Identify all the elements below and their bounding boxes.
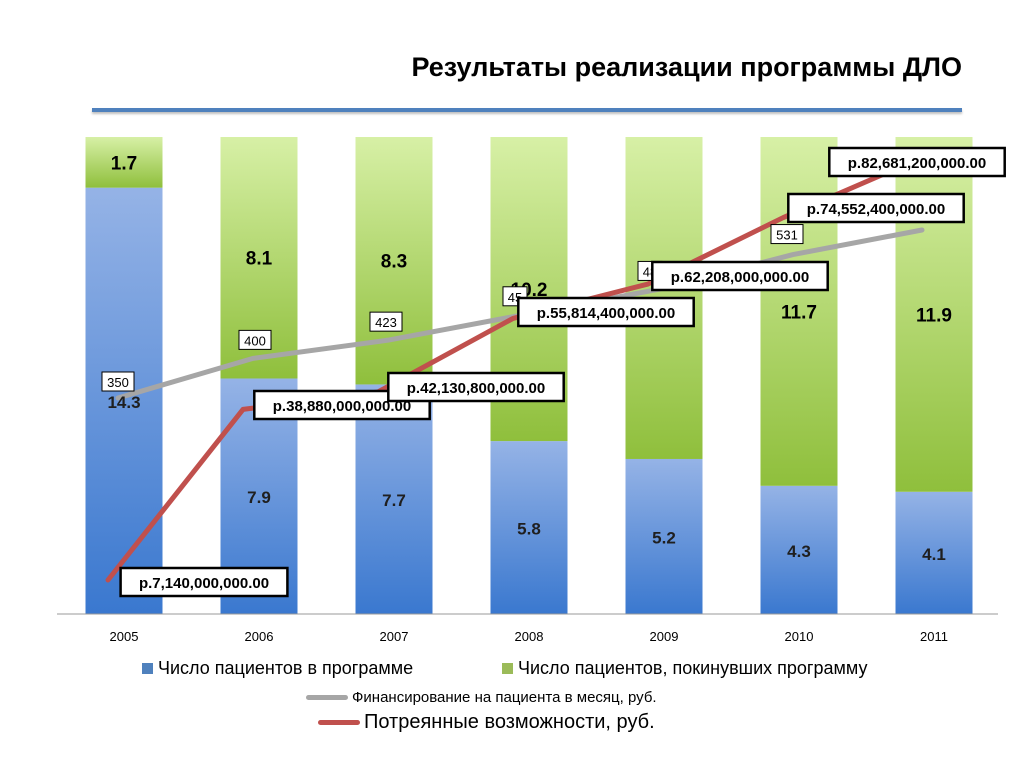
lost-label-box bbox=[119, 566, 289, 598]
lost-label-box bbox=[517, 296, 695, 328]
data-label-in-program: 14.3 bbox=[107, 393, 140, 412]
legend-label: Потреянные возможности, руб. bbox=[364, 711, 655, 733]
legend-label: Число пациентов, покинувших программу bbox=[518, 658, 868, 678]
lost-label-box bbox=[651, 260, 829, 292]
financing-label-box bbox=[101, 371, 135, 392]
financing-data-label: 423 bbox=[375, 315, 397, 330]
financing-data-label: 400 bbox=[244, 333, 266, 348]
financing-label-box bbox=[369, 311, 403, 332]
data-label-left-program: 11.9 bbox=[916, 305, 952, 326]
x-tick-label: 2007 bbox=[380, 629, 409, 644]
x-tick-label: 2011 bbox=[920, 629, 948, 644]
data-label-in-program: 4.3 bbox=[787, 542, 811, 561]
lost-opportunities-data-label: р.38,880,000,000.00 bbox=[273, 398, 411, 415]
data-label-in-program: 5.8 bbox=[517, 520, 541, 539]
legend-label: Число пациентов в программе bbox=[158, 658, 414, 678]
legend-label: Финансирование на пациента в месяц, руб. bbox=[352, 689, 657, 706]
data-label-in-program: 5.2 bbox=[652, 528, 676, 547]
chart-title: Результаты реализации программы ДЛО bbox=[411, 52, 962, 82]
x-tick-label: 2005 bbox=[110, 629, 139, 644]
lost-opportunities-data-label: р.82,681,200,000.00 bbox=[848, 155, 986, 172]
bar-in-program-2011 bbox=[895, 491, 973, 614]
data-label-left-program: 8.3 bbox=[381, 252, 407, 273]
lost-label-box bbox=[828, 146, 1006, 178]
financing-data-label: 531 bbox=[776, 228, 798, 243]
legend-swatch-green bbox=[502, 663, 513, 674]
bar-in-program-2005 bbox=[85, 187, 163, 614]
x-tick-label: 2006 bbox=[245, 629, 274, 644]
data-label-left-program: 8.1 bbox=[246, 249, 273, 270]
bar-in-program-2008 bbox=[490, 441, 568, 614]
bar-left-program-2005 bbox=[85, 137, 163, 188]
lost-label-box bbox=[387, 371, 565, 403]
bar-in-program-2009 bbox=[625, 458, 703, 614]
lost-opportunities-data-label: р.62,208,000,000.00 bbox=[671, 269, 809, 286]
legend-item-lost-opportunities: Потреянные возможности, руб. bbox=[318, 711, 655, 734]
financing-label-box bbox=[770, 224, 804, 245]
lost-opportunities-data-label: р.74,552,400,000.00 bbox=[807, 201, 945, 218]
data-label-in-program: 4.1 bbox=[922, 545, 946, 564]
x-tick-label: 2008 bbox=[515, 629, 544, 644]
data-label-left-program: 11.7 bbox=[781, 302, 817, 323]
legend-swatch-blue bbox=[142, 663, 153, 674]
lost-opportunities-line bbox=[105, 171, 887, 583]
legend-item-patients-left: Число пациентов, покинувших программу bbox=[502, 658, 867, 679]
data-label-in-program: 7.7 bbox=[382, 491, 406, 510]
financing-label-box bbox=[238, 329, 272, 350]
title-underline bbox=[92, 108, 962, 112]
bar-in-program-2010 bbox=[760, 485, 838, 614]
lost-opportunities-data-label: р.7,140,000,000.00 bbox=[139, 575, 269, 592]
lost-label-box bbox=[787, 192, 965, 224]
legend-item-patients-in-program: Число пациентов в программе bbox=[142, 658, 413, 679]
data-label-left-program: 1.7 bbox=[111, 153, 137, 174]
financing-data-label: 350 bbox=[107, 375, 129, 390]
x-tick-label: 2010 bbox=[785, 629, 814, 644]
lost-opportunities-data-label: р.55,814,400,000.00 bbox=[537, 305, 675, 322]
legend-swatch-gray-line bbox=[306, 695, 348, 700]
x-tick-label: 2009 bbox=[650, 629, 679, 644]
bar-in-program-2007 bbox=[355, 384, 433, 614]
data-label-in-program: 7.9 bbox=[247, 488, 271, 507]
lost-opportunities-data-label: р.42,130,800,000.00 bbox=[407, 380, 545, 397]
legend-swatch-red-line bbox=[318, 720, 360, 725]
legend-item-financing: Финансирование на пациента в месяц, руб. bbox=[306, 689, 657, 706]
